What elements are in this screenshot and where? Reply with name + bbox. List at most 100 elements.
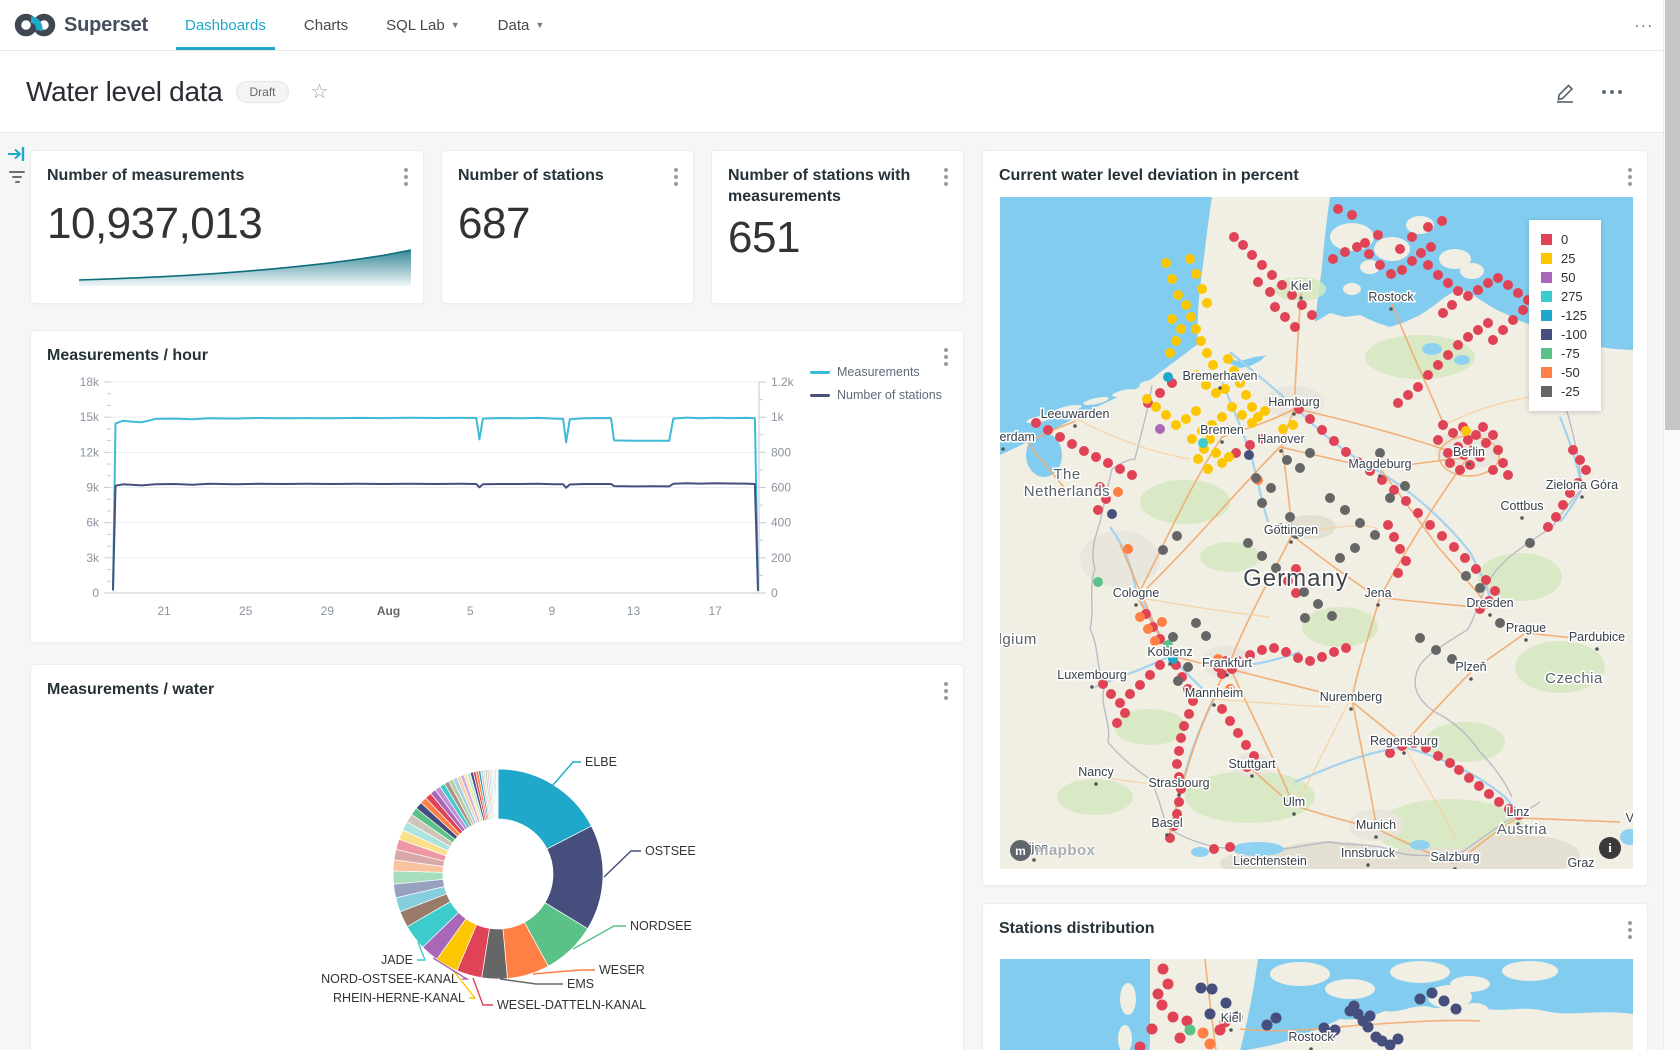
- station-dot: [1271, 563, 1281, 573]
- station-dot: [1340, 505, 1350, 515]
- station-dot: [1280, 312, 1290, 322]
- chart-menu-icon[interactable]: [1625, 918, 1635, 942]
- map-legend-item[interactable]: -25: [1540, 382, 1587, 401]
- station-dot: [1134, 1041, 1146, 1050]
- station-dot: [1413, 382, 1423, 392]
- filter-icon[interactable]: [8, 171, 26, 186]
- chart-title: Number of stations with measurements: [728, 167, 911, 205]
- map-legend-item[interactable]: 275: [1540, 287, 1587, 306]
- map-legend-item[interactable]: -125: [1540, 306, 1587, 325]
- station-dot: [1288, 420, 1298, 430]
- station-dot: [1245, 650, 1255, 660]
- chart-menu-icon[interactable]: [941, 345, 951, 369]
- donut-chart: ELBE OSTSEE NORDSEE WESER EMS WESEL-DATTELN-K…: [321, 755, 696, 1012]
- station-dot: [1257, 645, 1267, 655]
- svg-text:13: 13: [627, 604, 641, 618]
- map-legend-item[interactable]: 0: [1540, 230, 1587, 249]
- legend-swatch: [810, 393, 830, 397]
- svg-text:800: 800: [771, 445, 791, 459]
- station-dot: [1421, 743, 1431, 753]
- station-dot: [1220, 997, 1232, 1009]
- chart-menu-icon[interactable]: [401, 165, 411, 189]
- station-dot: [1383, 520, 1393, 530]
- station-dot: [1191, 618, 1201, 628]
- scrollbar-thumb[interactable]: [1665, 0, 1680, 430]
- station-dot: [1185, 254, 1195, 264]
- mapbox-attribution[interactable]: m mapbox: [1010, 840, 1096, 861]
- favorite-star-icon[interactable]: ☆: [310, 81, 329, 103]
- dashboard-menu-icon[interactable]: [1602, 89, 1622, 94]
- station-dot: [1282, 455, 1292, 465]
- station-dot: [1290, 322, 1300, 332]
- station-dot: [1329, 436, 1339, 446]
- station-dot: [1433, 435, 1443, 445]
- nav-item-dashboards[interactable]: Dashboards: [166, 0, 285, 50]
- map-legend-item[interactable]: 25: [1540, 249, 1587, 268]
- station-dot: [1174, 772, 1184, 782]
- map-legend-item[interactable]: -100: [1540, 325, 1587, 344]
- station-dot: [1173, 676, 1183, 686]
- superset-logo[interactable]: Superset: [0, 0, 166, 50]
- legend-label: -100: [1560, 327, 1587, 342]
- chart-menu-icon[interactable]: [1625, 165, 1635, 189]
- station-dot: [1197, 1027, 1209, 1039]
- station-dot: [1145, 670, 1155, 680]
- chevron-down-icon: ▼: [450, 20, 460, 30]
- chart-menu-icon[interactable]: [941, 165, 951, 189]
- station-dot: [1407, 256, 1417, 266]
- svg-text:1k: 1k: [771, 410, 785, 424]
- station-dot: [1317, 652, 1327, 662]
- station-dot: [1341, 643, 1351, 653]
- vertical-scrollbar[interactable]: [1663, 0, 1680, 1050]
- chart-menu-icon[interactable]: [671, 165, 681, 189]
- map-label-bremerhaven: Bremerhaven: [1182, 369, 1257, 383]
- station-dot: [1353, 457, 1363, 467]
- station-dot: [1156, 999, 1168, 1011]
- nav-item-data[interactable]: Data ▼: [497, 16, 545, 34]
- station-dot: [1503, 470, 1513, 480]
- map-label-liechtenstein: Liechtenstein: [1233, 854, 1307, 868]
- chevron-down-icon: ▼: [535, 20, 545, 30]
- map-legend-item[interactable]: -50: [1540, 363, 1587, 382]
- chart-title: Measurements / water: [47, 681, 215, 698]
- station-dot: [1373, 230, 1383, 240]
- legend-item[interactable]: Number of stations: [810, 388, 942, 402]
- station-dot: [1227, 402, 1237, 412]
- stations-map-viewport[interactable]: Kiel Rostock: [1000, 959, 1633, 1050]
- station-dot: [1142, 394, 1152, 404]
- pie-slice[interactable]: [496, 768, 499, 820]
- station-dot: [1423, 370, 1433, 380]
- legend-swatch: [810, 370, 830, 374]
- legend-item[interactable]: Measurements: [810, 365, 942, 379]
- nav-item-charts[interactable]: Charts: [303, 16, 349, 34]
- station-dot: [1471, 564, 1481, 574]
- nav-overflow-menu[interactable]: ...: [1634, 14, 1654, 31]
- map-label-cologne: Cologne: [1113, 586, 1160, 600]
- station-dot: [1407, 232, 1417, 242]
- map-legend-item[interactable]: 50: [1540, 268, 1587, 287]
- station-dot: [1247, 402, 1257, 412]
- nav-item-sql-lab[interactable]: SQL Lab ▼: [386, 16, 460, 34]
- map-legend-item[interactable]: -75: [1540, 344, 1587, 363]
- draft-badge: Draft: [236, 80, 289, 103]
- station-dot: [1401, 556, 1411, 566]
- station-dot: [1481, 438, 1491, 448]
- map-label-stuttgart: Stuttgart: [1228, 757, 1276, 771]
- chart-card-measurements-per-water: Measurements / water ELBE OSTSEE NORDSEE WE…: [30, 664, 964, 1050]
- station-dot: [1488, 465, 1498, 475]
- chart-menu-icon[interactable]: [941, 679, 951, 703]
- map-label-basel: Basel: [1151, 816, 1182, 830]
- station-dot: [1443, 448, 1453, 458]
- station-dot: [1266, 483, 1276, 493]
- mapbox-wordmark: mapbox: [1035, 842, 1096, 859]
- edit-dashboard-icon[interactable]: [1554, 80, 1576, 104]
- station-dot: [1158, 545, 1168, 555]
- map-label-innsbruck: Innsbruck: [1341, 846, 1396, 860]
- svg-text:0: 0: [92, 586, 99, 600]
- map-info-icon[interactable]: i: [1599, 837, 1621, 859]
- station-dot: [1514, 810, 1524, 820]
- expand-filter-bar-icon[interactable]: [7, 145, 27, 168]
- station-dot: [1107, 509, 1117, 519]
